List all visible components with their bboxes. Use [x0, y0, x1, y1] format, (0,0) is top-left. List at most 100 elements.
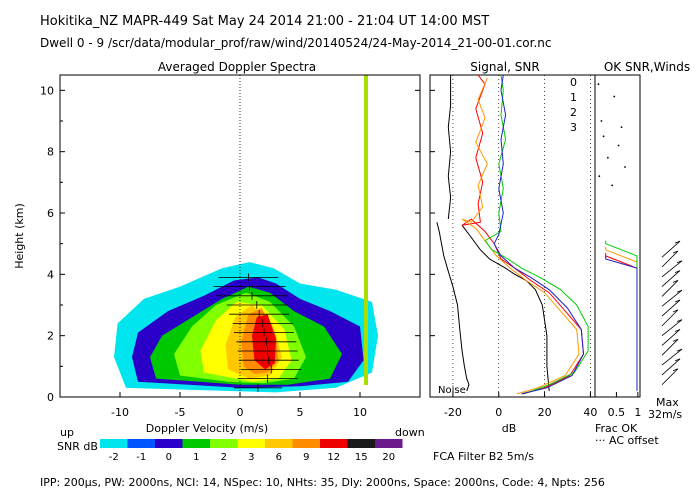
wind-barb-head-8	[676, 289, 683, 293]
spectra-xtick-label: 5	[297, 406, 304, 419]
ac-offset-point-5	[617, 144, 620, 147]
series-label-0: 0	[570, 76, 577, 89]
wind-barb-head-6	[672, 309, 679, 313]
wind-barb-head-4	[674, 329, 681, 332]
legend-value-4: 2	[221, 452, 227, 463]
frac-ok-label: Frac OK	[595, 422, 638, 435]
signal-snr-panel: Signal, SNR -20 0 20 40 dB Noise 0 1 2 3	[429, 60, 597, 435]
spectra-ytick-label: 10	[40, 84, 54, 97]
legend-swatch-2	[155, 439, 183, 448]
spectra-xlabel: Doppler Velocity (m/s)	[146, 422, 268, 435]
wind-barb-1	[661, 358, 681, 376]
legend-swatch-8	[320, 439, 348, 448]
winds-scale-label: 32m/s	[648, 408, 682, 421]
legend-label: SNR dB	[57, 440, 98, 453]
wind-barb-5	[661, 319, 683, 336]
ac-offset-point-3	[620, 126, 623, 129]
wind-barb-head-12	[672, 250, 679, 254]
wind-barb-0	[661, 368, 679, 386]
wind-barb-head-10	[674, 270, 681, 273]
header-dwell: Dwell 0 - 9 /scr/data/modular_prof/raw/w…	[40, 36, 552, 50]
wind-barb-head-13	[674, 240, 681, 244]
spectra-title: Averaged Doppler Spectra	[158, 60, 316, 74]
frac-ok-0	[605, 252, 638, 391]
wind-barb-head-1	[674, 358, 681, 362]
series-label-2: 2	[570, 106, 577, 119]
spectra-ylabel: Height (km)	[13, 203, 26, 269]
wind-barb-head-3	[672, 338, 679, 342]
footer-params: IPP: 200μs, PW: 2000ns, NCI: 14, NSpec: …	[40, 476, 605, 489]
legend-value-7: 9	[303, 452, 309, 463]
legend-value-8: 12	[327, 452, 340, 463]
snr-color-legend: SNR dB -2 -1 0 1 2 3 6 9 12 15 20	[57, 439, 403, 463]
fall-speed-line	[364, 75, 368, 385]
spectra-ytick-label: 2	[47, 330, 54, 343]
ac-offset-point-7	[624, 166, 626, 168]
legend-value-10: 20	[382, 452, 395, 463]
series-label-1: 1	[570, 91, 577, 104]
ok-frame	[594, 74, 641, 398]
snr-xtick-label: 0	[495, 406, 502, 419]
doppler-spectra-panel: Averaged Doppler Spectra -10 -5 0 5 10 0 2 4 6 8 1…	[13, 60, 425, 439]
wind-barb-head-5	[676, 319, 683, 323]
wind-barb-head-2	[676, 348, 683, 352]
snr-xtick-label: 20	[538, 406, 552, 419]
wind-barb-head-9	[672, 280, 679, 283]
legend-value-5: 3	[248, 452, 254, 463]
wind-barb-9	[661, 280, 679, 297]
noise-line	[436, 222, 470, 392]
spectra-ytick-label: 6	[47, 207, 54, 220]
wind-barb-head-7	[674, 299, 681, 303]
legend-value-0: -2	[109, 452, 119, 463]
legend-swatch-1	[127, 439, 155, 448]
wind-barb-7	[661, 299, 681, 317]
series-labels: 0 1 2 3	[570, 76, 577, 134]
noise-upper-line	[447, 75, 452, 220]
ok-snr-winds-panel: OK SNR,Winds 0.5 1 Frac OK ··· AC offset …	[594, 60, 690, 447]
spectra-down-label: down	[395, 426, 425, 439]
ok-title: OK SNR,Winds	[604, 60, 690, 74]
snr-series-3	[493, 74, 585, 395]
spectra-ytick-label: 0	[47, 391, 54, 404]
legend-swatch-6	[265, 439, 293, 448]
spectra-axes: -10 -5 0 5 10 0 2 4 6 8 10	[40, 84, 420, 419]
snr-title: Signal, SNR	[470, 60, 539, 74]
ac-offset-point-0	[597, 83, 600, 86]
legend-swatch-3	[182, 439, 210, 448]
legend-swatch-9	[347, 439, 375, 448]
ok-axes: 0.5 1	[608, 392, 641, 419]
legend-value-3: 1	[193, 452, 199, 463]
ac-offset-point-6	[606, 156, 609, 159]
legend-value-1: -1	[136, 452, 146, 463]
wind-barbs	[661, 240, 683, 386]
legend-swatch-5	[237, 439, 265, 448]
legend-swatch-0	[100, 439, 128, 448]
snr-xtick-label: -20	[444, 406, 462, 419]
wind-barb-head-11	[676, 260, 683, 264]
ac-offset-label: ··· AC offset	[595, 434, 659, 447]
snr-axes: -20 0 20 40	[430, 89, 597, 419]
ok-xtick-label: 0.5	[608, 406, 626, 419]
legend-swatch-4	[210, 439, 238, 448]
frac-ok-1	[605, 246, 638, 391]
spectra-xtick-label: 10	[353, 406, 367, 419]
legend-swatch-7	[292, 439, 320, 448]
snr-xlabel: dB	[502, 422, 517, 435]
wind-barb-10	[661, 270, 681, 287]
spectra-xtick-label: 0	[237, 406, 244, 419]
ac-offset-point-8	[598, 175, 601, 178]
snr-series-1	[461, 77, 580, 395]
frac-ok-3	[605, 255, 638, 391]
legend-swatch-10	[375, 439, 403, 448]
legend-value-6: 6	[276, 452, 282, 463]
snr-plot	[436, 74, 591, 397]
wind-barb-2	[661, 348, 683, 366]
spectra-xtick-label: -10	[111, 406, 129, 419]
wind-barb-6	[661, 309, 679, 327]
filter-label: FCA Filter B2 5m/s	[433, 450, 534, 463]
legend-value-2: 0	[166, 452, 172, 463]
legend-value-9: 15	[355, 452, 368, 463]
spectra-up-label: up	[60, 426, 74, 439]
header-title: Hokitika_NZ MAPR-449 Sat May 24 2014 21:…	[40, 14, 489, 29]
